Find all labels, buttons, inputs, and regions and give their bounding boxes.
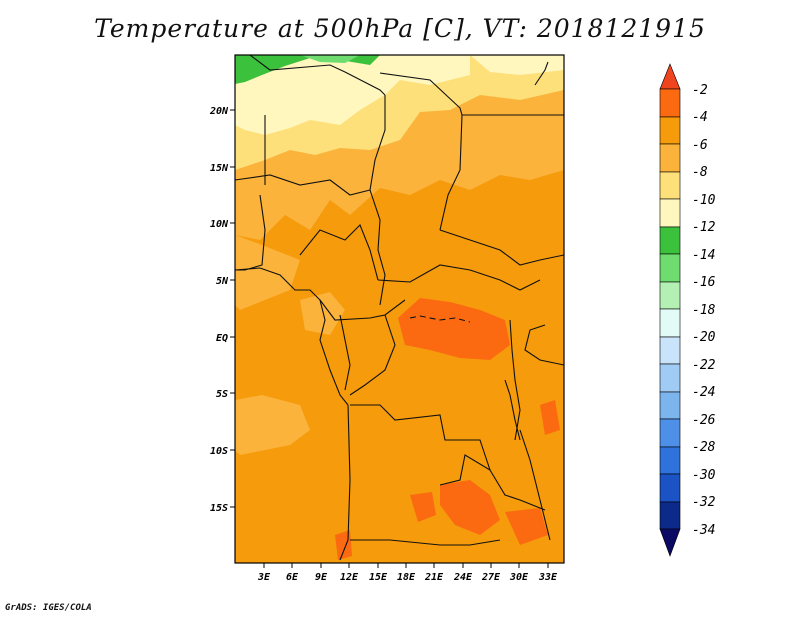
lon-label: 18E: [397, 572, 416, 583]
colorbar-top-triangle: [659, 63, 681, 90]
border-cameroon-north: [299, 224, 379, 281]
colorbar-label: -2: [692, 83, 708, 98]
lake-tanganyika: [504, 379, 521, 441]
field-minus4-to-minus2-south2: [410, 492, 436, 522]
colorbar-swatch: [659, 88, 681, 118]
red-sea-coast: [534, 61, 549, 86]
border-zambia: [439, 454, 546, 511]
colorbar-label: -12: [692, 220, 716, 235]
lon-label: 21E: [424, 572, 444, 583]
colorbar-label: -10: [692, 193, 716, 208]
colorbar-swatch: [659, 336, 681, 365]
lon-label: 33E: [538, 572, 558, 583]
colorbar-swatch: [659, 143, 681, 173]
coastline-gulf-of-guinea: [235, 267, 349, 406]
field-minus14-to-minus12: [235, 55, 380, 84]
lon-label: 9E: [315, 572, 328, 583]
colorbar-swatch: [659, 308, 681, 338]
lat-label: 5N: [216, 276, 229, 287]
lon-label: 24E: [453, 572, 473, 583]
lon-label: 15E: [369, 572, 388, 583]
field-gabon-patch: [300, 292, 345, 335]
lon-label: 6E: [286, 572, 299, 583]
colorbar-label: -4: [692, 110, 708, 125]
lon-label: 3E: [257, 572, 271, 583]
colorbar-label: -16: [692, 275, 716, 290]
colorbar-label: -26: [692, 413, 716, 428]
lon-label: 12E: [340, 572, 359, 583]
lat-label: 15N: [210, 163, 229, 174]
colorbar-swatch: [659, 281, 681, 310]
colorbar-swatch: [659, 418, 681, 448]
field-minus12-to-minus10: [235, 55, 470, 135]
colorbar-swatch: [659, 446, 681, 475]
colorbar-label: -34: [692, 523, 715, 538]
colorbar-swatch: [659, 226, 681, 255]
border-angola-drc: [350, 404, 491, 471]
colorbar-label: -30: [692, 468, 716, 483]
river-congo-warm-contour: [409, 315, 471, 323]
lat-label: 15S: [210, 503, 228, 514]
colorbar-label: -8: [692, 165, 708, 180]
border-drc-east: [509, 319, 521, 441]
border-malawi: [519, 429, 551, 541]
field-minus12-to-minus10-east: [470, 55, 564, 75]
colorbar-label: -14: [692, 248, 715, 263]
border-chad-west: [369, 95, 386, 306]
border-gabon-congo: [339, 314, 351, 391]
grads-credit: GrADS: IGES/COLA: [5, 603, 92, 613]
colorbar-swatch: [659, 253, 681, 283]
border-north-1: [249, 55, 386, 96]
lat-label: 20N: [209, 106, 229, 117]
temperature-field: [235, 55, 564, 563]
field-minus4-to-minus2-south1: [440, 480, 500, 535]
border-sudan-south: [439, 229, 564, 266]
field-minus4-to-minus2-south4: [505, 508, 548, 545]
lon-labels: 3E 6E 9E 12E 15E 18E 21E 24E 27E 30E 33E: [257, 572, 558, 583]
lat-label: 10S: [210, 446, 228, 457]
colorbar-swatch: [659, 501, 681, 530]
field-minus4-to-minus2-south3: [335, 530, 352, 560]
colorbar-swatch: [659, 171, 681, 200]
lat-label: 5S: [216, 389, 228, 400]
colorbar-label: -18: [692, 303, 716, 318]
border-angola-west-coast: [339, 404, 351, 561]
field-minus4-to-minus2-congo: [398, 298, 510, 360]
colorbar-swatch: [659, 473, 681, 503]
map-frame: [234, 54, 565, 564]
lat-ticks: [230, 109, 235, 508]
colorbar-labels: -2 -4 -6 -8 -10 -12 -14 -16 -18 -20 -22 …: [692, 83, 716, 538]
colorbar-swatch: [659, 116, 681, 145]
border-congo-drc: [349, 314, 396, 396]
border-car-south: [377, 264, 541, 291]
colorbar-bottom-triangle: [659, 528, 681, 557]
colorbar-label: -20: [692, 330, 716, 345]
field-minus16-to-minus14: [300, 55, 360, 63]
border-congo-north: [319, 299, 406, 321]
map-title: Temperature at 500hPa [C], VT: 201812191…: [94, 14, 706, 43]
colorbar-label: -32: [692, 495, 716, 510]
border-angola-namibia: [350, 539, 501, 546]
border-lake-victoria: [524, 324, 564, 366]
colorbar-swatch: [659, 391, 681, 420]
lat-label: 10N: [210, 219, 229, 230]
lat-label: EQ: [216, 333, 228, 344]
colorbar-label: -6: [692, 138, 708, 153]
country-borders: [235, 55, 564, 561]
colorbar-label: -22: [692, 358, 716, 373]
colorbar-label: -28: [692, 440, 716, 455]
lon-ticks: [263, 563, 549, 568]
colorbar-swatch: [659, 198, 681, 228]
colorbar-swatch: [659, 363, 681, 393]
field-west-patch: [235, 235, 300, 310]
lat-labels: 20N 15N 10N 5N EQ 5S 10S 15S: [209, 106, 229, 514]
border-niger-nigeria: [235, 174, 371, 196]
colorbar-label: -24: [692, 385, 715, 400]
lon-label: 27E: [481, 572, 501, 583]
field-minus4-to-minus2-east: [540, 400, 560, 435]
lon-label: 30E: [509, 572, 529, 583]
colorbar: [659, 63, 681, 557]
field-southwest-patch: [235, 395, 310, 455]
